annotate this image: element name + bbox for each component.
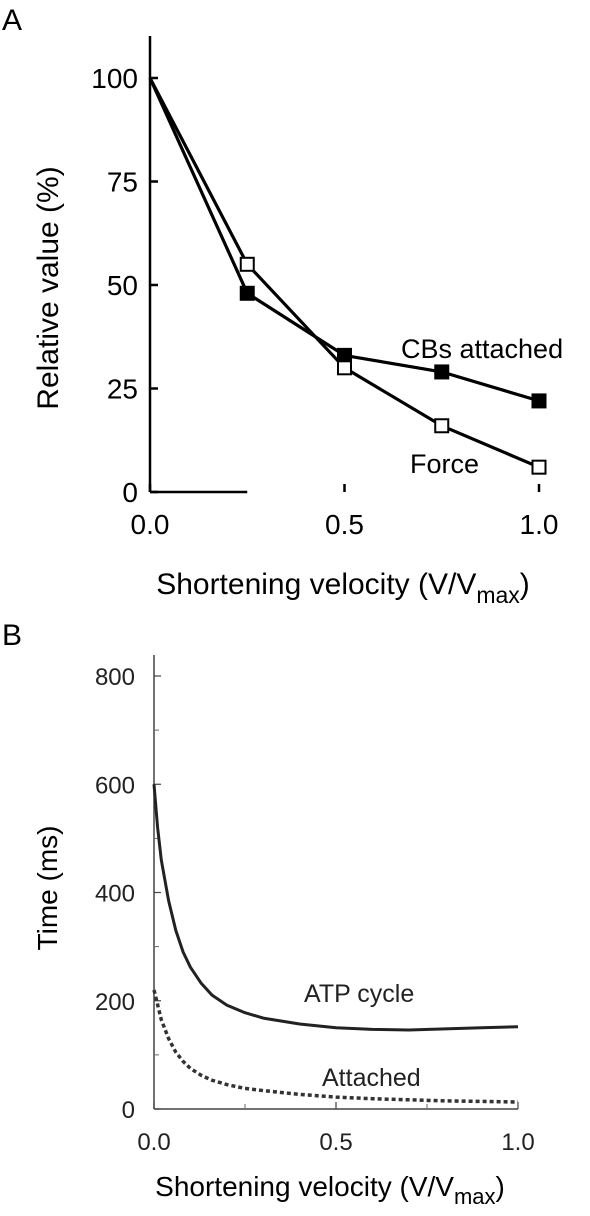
marker-force xyxy=(337,360,352,376)
y-tick-label-a: 100 xyxy=(91,63,138,94)
x-tick-label-b: 1.0 xyxy=(501,1129,534,1156)
series-label-force: Force xyxy=(410,449,479,479)
x-tick-label-a: 0.5 xyxy=(325,509,364,540)
x-axis-label-b-main: Shortening velocity (V/V xyxy=(155,1171,454,1202)
marker-force xyxy=(434,418,450,434)
x-axis-label-b: Shortening velocity (V/Vmax) xyxy=(155,1171,505,1209)
x-axis-label-b-end: ) xyxy=(496,1171,505,1202)
series-line-force xyxy=(148,77,540,469)
series-label-attached: Attached xyxy=(322,1064,421,1092)
chart-a: 0 25 50 75 100 0.0 0.5 1.0 CBs attached Force xyxy=(91,36,563,540)
series-line-atp-cycle xyxy=(152,784,519,1032)
y-tick-label-b: 800 xyxy=(95,664,135,691)
x-tick-label-a: 0.0 xyxy=(131,509,170,540)
x-axis-label-a: Shortening velocity (V/Vmax) xyxy=(156,568,530,608)
series-label-atp-cycle: ATP cycle xyxy=(304,980,414,1008)
marker-cbs-attached xyxy=(434,364,450,380)
y-axis-label-a: Relative value (%) xyxy=(32,166,65,409)
series-label-cbs-attached: CBs attached xyxy=(401,334,563,364)
y-tick-label-b: 600 xyxy=(95,772,135,799)
y-tick-label-a: 50 xyxy=(107,270,138,301)
x-axis-label-a-main: Shortening velocity (V/V xyxy=(156,568,476,601)
marker-force xyxy=(239,256,255,272)
panel-label-a: A xyxy=(2,4,22,37)
y-tick-label-b: 0 xyxy=(122,1097,135,1124)
x-axis-label-a-sub: max xyxy=(476,582,520,608)
x-axis-label-a-end: ) xyxy=(520,568,530,601)
y-tick-label-a: 25 xyxy=(107,374,138,405)
marker-cbs-attached xyxy=(337,347,352,363)
y-axis-label-b: Time (ms) xyxy=(32,826,63,951)
marker-cbs-attached xyxy=(531,393,547,409)
y-tick-label-b: 400 xyxy=(95,881,135,908)
x-tick-label-b: 0.5 xyxy=(319,1129,352,1156)
marker-cbs-attached xyxy=(239,285,255,301)
y-tick-label-a: 75 xyxy=(107,167,138,198)
x-axis-label-b-sub: max xyxy=(454,1184,496,1209)
x-tick-label-a: 1.0 xyxy=(520,509,559,540)
panel-label-b: B xyxy=(2,619,22,652)
series-line-attached xyxy=(152,989,519,1104)
chart-b: 0 200 400 600 800 0.0 0.5 1.0 ATP cycle Attached xyxy=(95,655,535,1156)
marker-force xyxy=(531,459,547,475)
x-tick-label-b: 0.0 xyxy=(137,1129,170,1156)
y-tick-label-b: 200 xyxy=(95,989,135,1016)
y-tick-label-a: 0 xyxy=(122,477,138,508)
